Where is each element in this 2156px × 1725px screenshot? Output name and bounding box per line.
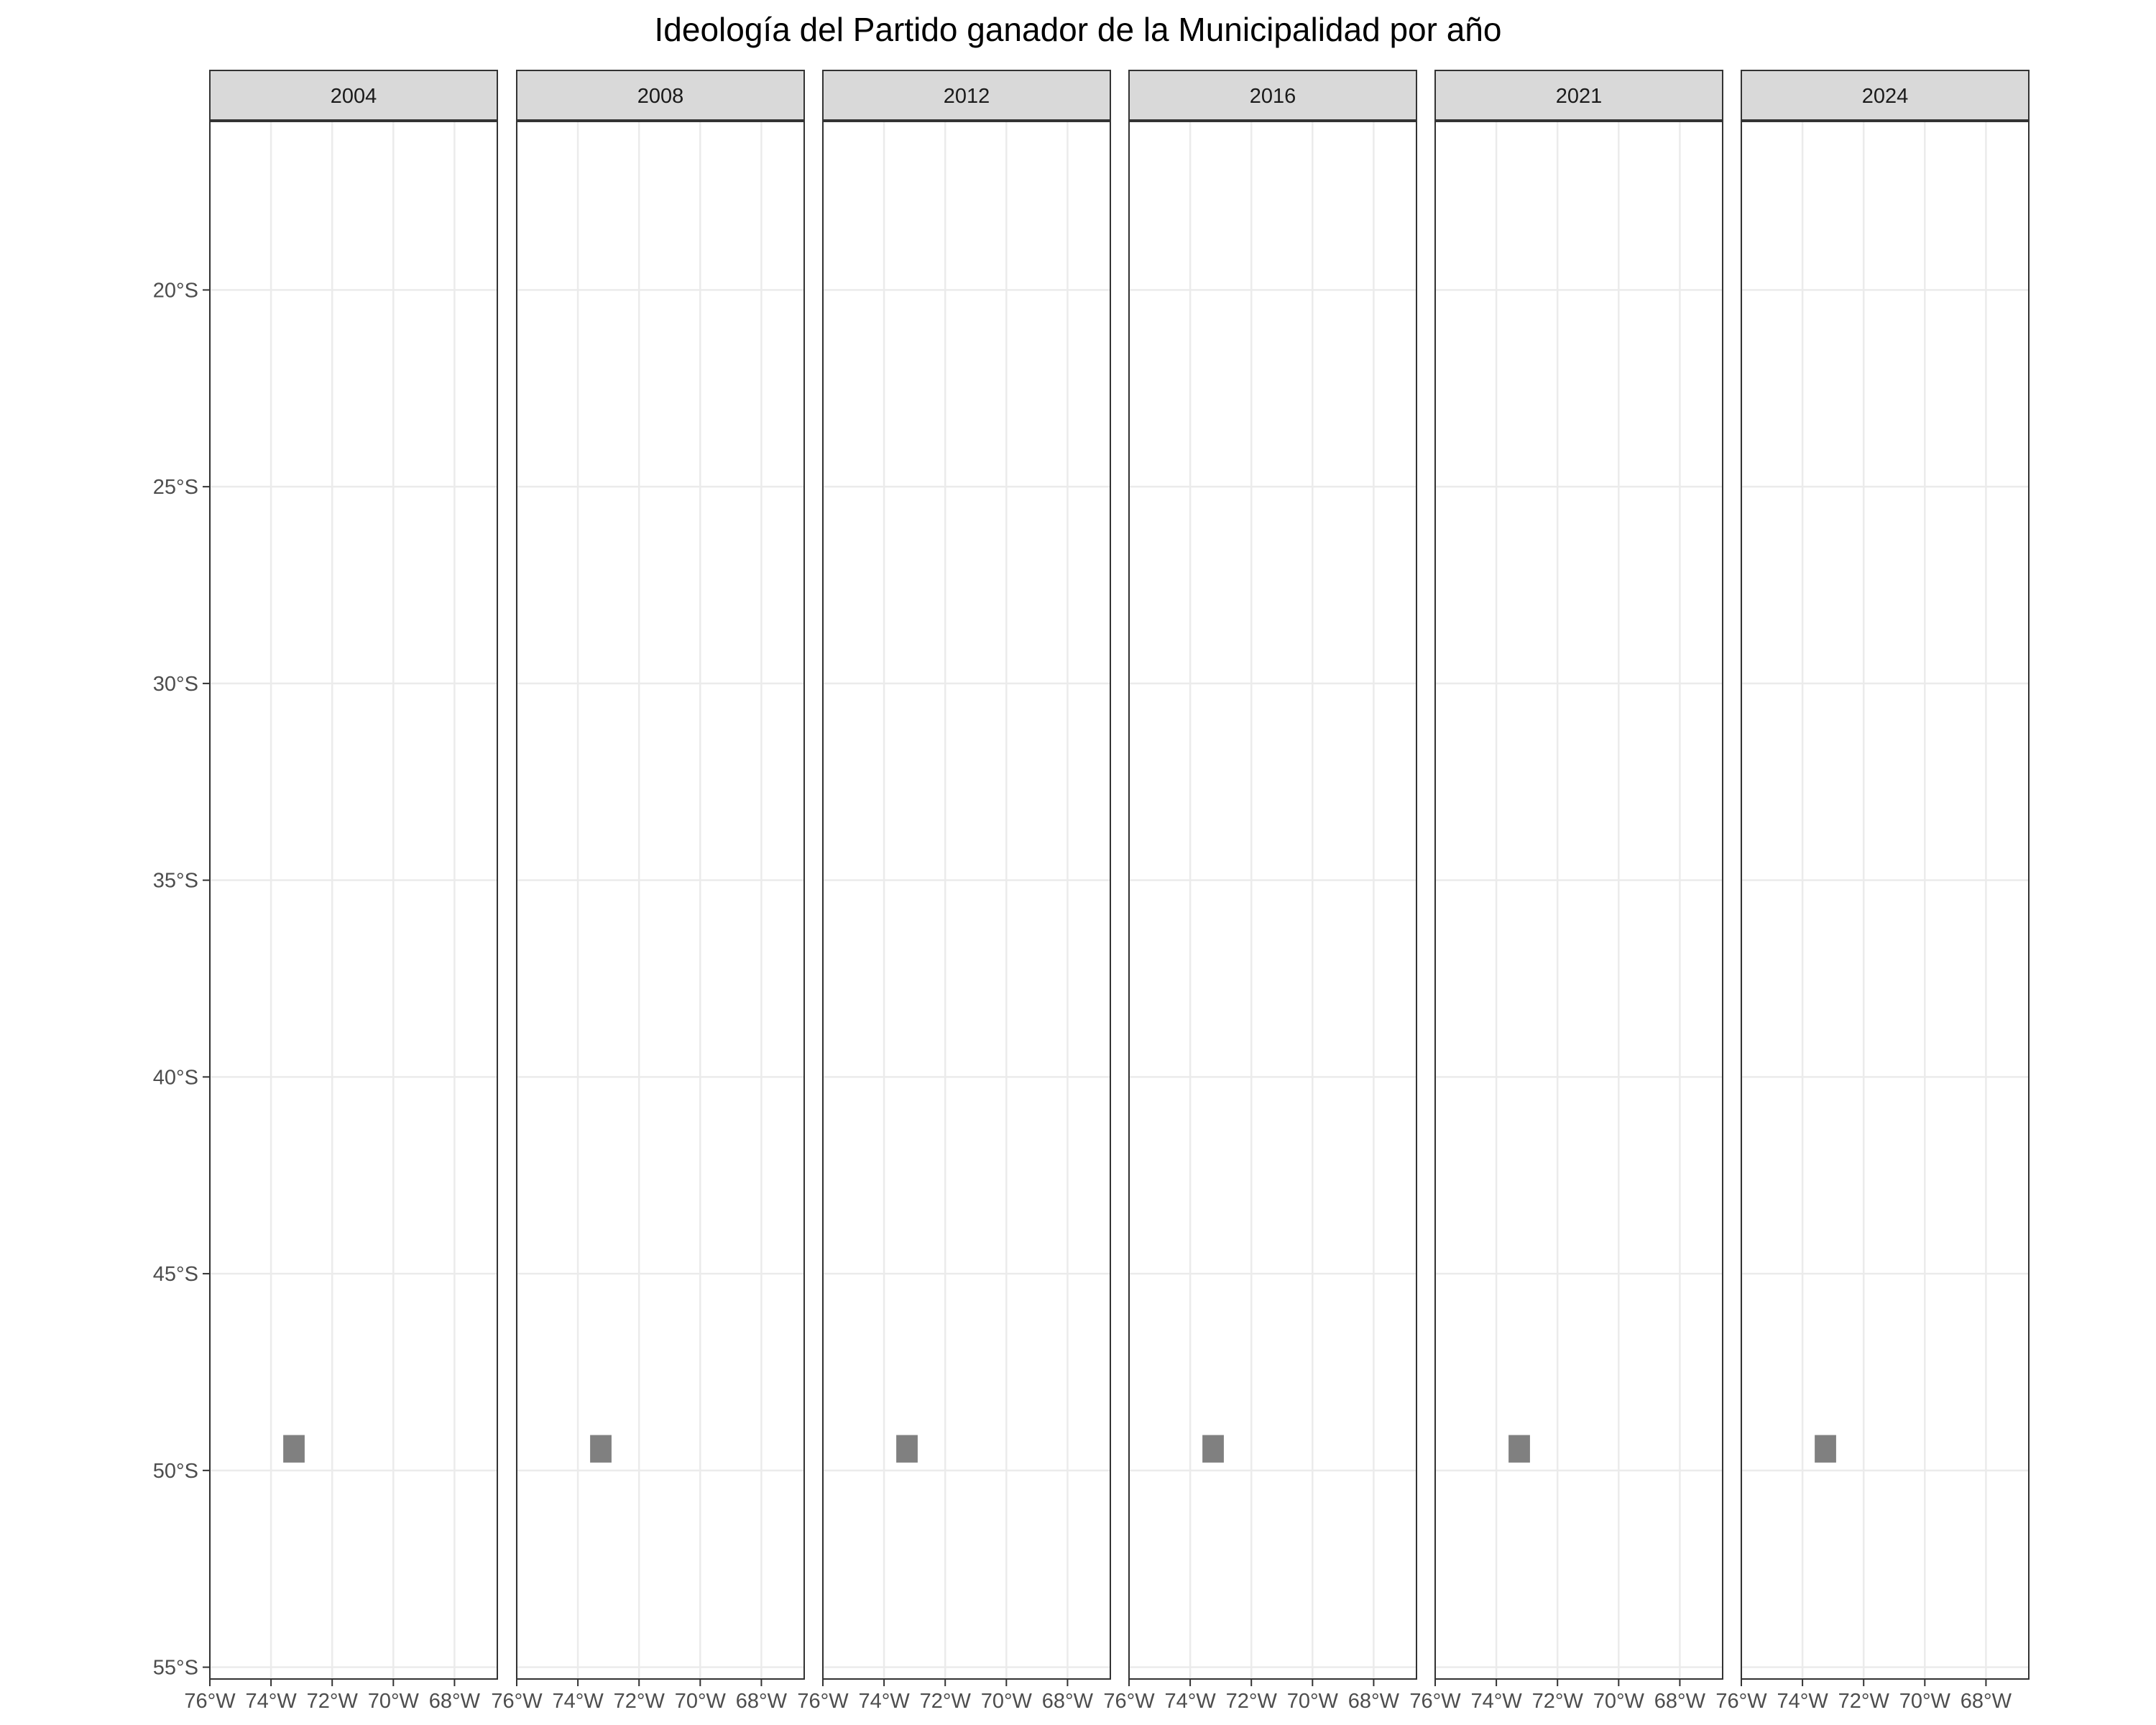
facet-label: 2021 [1556, 85, 1603, 108]
panel-background [1741, 121, 2029, 1679]
municipality-polygon [1202, 1435, 1224, 1463]
x-tick-label: 68°W [736, 1690, 788, 1713]
x-tick-label: 74°W [1164, 1690, 1216, 1713]
municipality-polygon [283, 1435, 305, 1463]
panel-background [210, 121, 497, 1679]
facet-label: 2016 [1250, 85, 1296, 108]
facet-strip [516, 70, 805, 121]
y-tick-label: 40°S [153, 1066, 198, 1089]
x-tick-label: 72°W [1532, 1690, 1584, 1713]
x-tick-label: 76°W [491, 1690, 543, 1713]
x-tick-label: 76°W [797, 1690, 849, 1713]
x-tick-label: 76°W [1103, 1690, 1155, 1713]
facet-strip [1128, 70, 1417, 121]
y-tick-label: 50°S [153, 1460, 198, 1483]
x-tick-label: 70°W [981, 1690, 1033, 1713]
municipality-polygon [590, 1435, 612, 1463]
x-tick-label: 68°W [429, 1690, 481, 1713]
panel-background [1129, 121, 1416, 1679]
y-tick-label: 20°S [153, 279, 198, 302]
facet-label: 2012 [944, 85, 990, 108]
panel-background [517, 121, 804, 1679]
x-tick-label: 70°W [1287, 1690, 1339, 1713]
x-tick-label: 72°W [1838, 1690, 1890, 1713]
facet-label: 2008 [637, 85, 684, 108]
municipality-polygon [1815, 1435, 1836, 1463]
facet-strip [822, 70, 1111, 121]
panel-background [823, 121, 1110, 1679]
x-tick-label: 70°W [1593, 1690, 1645, 1713]
chart-title: Ideología del Partido ganador de la Muni… [654, 11, 1502, 48]
x-tick-label: 72°W [920, 1690, 972, 1713]
panel-background [1435, 121, 1723, 1679]
facet-strip [1434, 70, 1723, 121]
x-tick-label: 74°W [552, 1690, 604, 1713]
municipality-polygon [1508, 1435, 1530, 1463]
x-tick-label: 70°W [1899, 1690, 1951, 1713]
x-tick-label: 68°W [1654, 1690, 1706, 1713]
x-tick-label: 68°W [1961, 1690, 2012, 1713]
x-tick-label: 76°W [1715, 1690, 1767, 1713]
x-tick-label: 76°W [184, 1690, 236, 1713]
facet-label: 2004 [331, 85, 377, 108]
x-tick-label: 74°W [858, 1690, 910, 1713]
y-tick-label: 25°S [153, 476, 198, 499]
x-tick-label: 74°W [1777, 1690, 1828, 1713]
facet-label: 2024 [1862, 85, 1909, 108]
x-tick-label: 68°W [1348, 1690, 1400, 1713]
facet-strip [1741, 70, 2030, 121]
y-tick-label: 35°S [153, 870, 198, 893]
x-tick-label: 68°W [1042, 1690, 1094, 1713]
x-tick-label: 76°W [1409, 1690, 1461, 1713]
y-tick-label: 55°S [153, 1657, 198, 1680]
x-tick-label: 70°W [675, 1690, 727, 1713]
x-tick-label: 74°W [1470, 1690, 1522, 1713]
y-tick-label: 30°S [153, 673, 198, 696]
x-tick-label: 72°W [1226, 1690, 1278, 1713]
x-tick-label: 72°W [614, 1690, 665, 1713]
x-tick-label: 70°W [368, 1690, 420, 1713]
x-tick-label: 72°W [307, 1690, 359, 1713]
x-tick-label: 74°W [245, 1690, 297, 1713]
municipality-polygon [896, 1435, 918, 1463]
y-tick-label: 45°S [153, 1263, 198, 1286]
